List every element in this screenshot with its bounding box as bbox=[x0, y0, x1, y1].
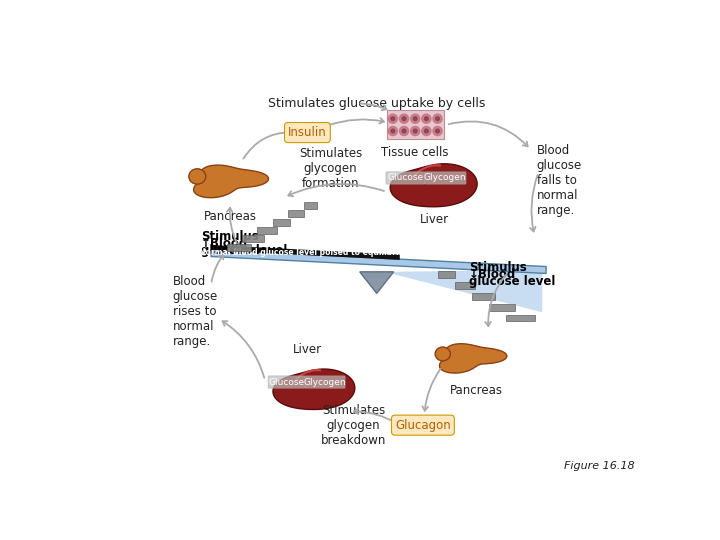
Polygon shape bbox=[211, 245, 400, 260]
Text: Glycogen: Glycogen bbox=[424, 173, 467, 183]
Polygon shape bbox=[384, 270, 542, 312]
Text: Stimulates
glycogen
formation: Stimulates glycogen formation bbox=[299, 147, 362, 190]
Bar bbox=[455, 282, 475, 289]
Circle shape bbox=[391, 129, 395, 133]
Circle shape bbox=[400, 126, 409, 136]
Text: Glucose: Glucose bbox=[269, 377, 305, 387]
Polygon shape bbox=[390, 164, 477, 207]
Text: Pancreas: Pancreas bbox=[450, 384, 503, 397]
Text: Blood
glucose
rises to
normal
range.: Blood glucose rises to normal range. bbox=[173, 275, 218, 348]
Circle shape bbox=[422, 114, 431, 123]
Text: Stimulus: Stimulus bbox=[201, 231, 259, 244]
Circle shape bbox=[433, 126, 442, 136]
Circle shape bbox=[436, 117, 439, 120]
Circle shape bbox=[402, 117, 406, 120]
Text: glucose level: glucose level bbox=[201, 244, 287, 256]
Bar bbox=[242, 235, 264, 242]
FancyBboxPatch shape bbox=[305, 376, 345, 388]
Circle shape bbox=[413, 129, 417, 133]
Text: Stimulus: Stimulus bbox=[469, 261, 527, 274]
Circle shape bbox=[436, 129, 439, 133]
Polygon shape bbox=[211, 249, 546, 273]
Text: Normal Blood glucose level poised to equilibrium: Normal Blood glucose level poised to equ… bbox=[199, 248, 412, 257]
Circle shape bbox=[413, 117, 417, 120]
Text: Blood
glucose
falls to
normal
range.: Blood glucose falls to normal range. bbox=[537, 144, 582, 217]
FancyBboxPatch shape bbox=[268, 376, 305, 388]
FancyBboxPatch shape bbox=[386, 172, 425, 184]
Circle shape bbox=[402, 129, 406, 133]
Text: Liver: Liver bbox=[293, 343, 322, 356]
Text: Figure 16.18: Figure 16.18 bbox=[564, 461, 634, 471]
Text: Stimulates
glycogen
breakdown: Stimulates glycogen breakdown bbox=[321, 404, 387, 447]
Bar bbox=[472, 293, 495, 300]
Bar bbox=[227, 244, 251, 251]
Text: Liver: Liver bbox=[420, 213, 449, 226]
Bar bbox=[257, 227, 277, 234]
Circle shape bbox=[422, 126, 431, 136]
Bar bbox=[273, 219, 290, 226]
Text: Stimulates glucose uptake by cells: Stimulates glucose uptake by cells bbox=[268, 97, 485, 110]
Ellipse shape bbox=[435, 347, 451, 361]
Circle shape bbox=[425, 129, 428, 133]
Bar bbox=[506, 315, 536, 321]
Circle shape bbox=[433, 114, 442, 123]
Circle shape bbox=[388, 114, 397, 123]
Bar bbox=[438, 271, 455, 278]
Circle shape bbox=[400, 114, 409, 123]
Text: Insulin: Insulin bbox=[288, 126, 327, 139]
Text: Tissue cells: Tissue cells bbox=[382, 146, 449, 159]
Circle shape bbox=[391, 117, 395, 120]
Bar bbox=[489, 303, 516, 310]
Circle shape bbox=[410, 126, 420, 136]
Text: glucose level: glucose level bbox=[469, 275, 555, 288]
Circle shape bbox=[425, 117, 428, 120]
Bar bbox=[288, 210, 304, 217]
Polygon shape bbox=[194, 165, 269, 198]
Text: Glycogen: Glycogen bbox=[304, 377, 346, 387]
Text: ↓Blood: ↓Blood bbox=[469, 268, 516, 281]
Bar bbox=[387, 110, 444, 139]
Circle shape bbox=[388, 126, 397, 136]
Polygon shape bbox=[273, 369, 355, 409]
Bar bbox=[304, 202, 317, 209]
Circle shape bbox=[410, 114, 420, 123]
Text: ↑Blood: ↑Blood bbox=[201, 237, 248, 249]
Text: Glucose: Glucose bbox=[387, 173, 423, 183]
Text: Glucagon: Glucagon bbox=[395, 418, 451, 431]
FancyBboxPatch shape bbox=[425, 172, 466, 184]
Polygon shape bbox=[360, 272, 394, 293]
Text: Pancreas: Pancreas bbox=[204, 210, 257, 222]
Polygon shape bbox=[439, 344, 507, 373]
Ellipse shape bbox=[189, 168, 206, 184]
